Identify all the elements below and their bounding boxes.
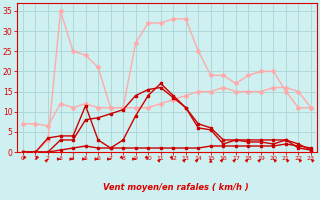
Text: Vent moyen/en rafales ( km/h ): Vent moyen/en rafales ( km/h ) xyxy=(103,183,249,192)
